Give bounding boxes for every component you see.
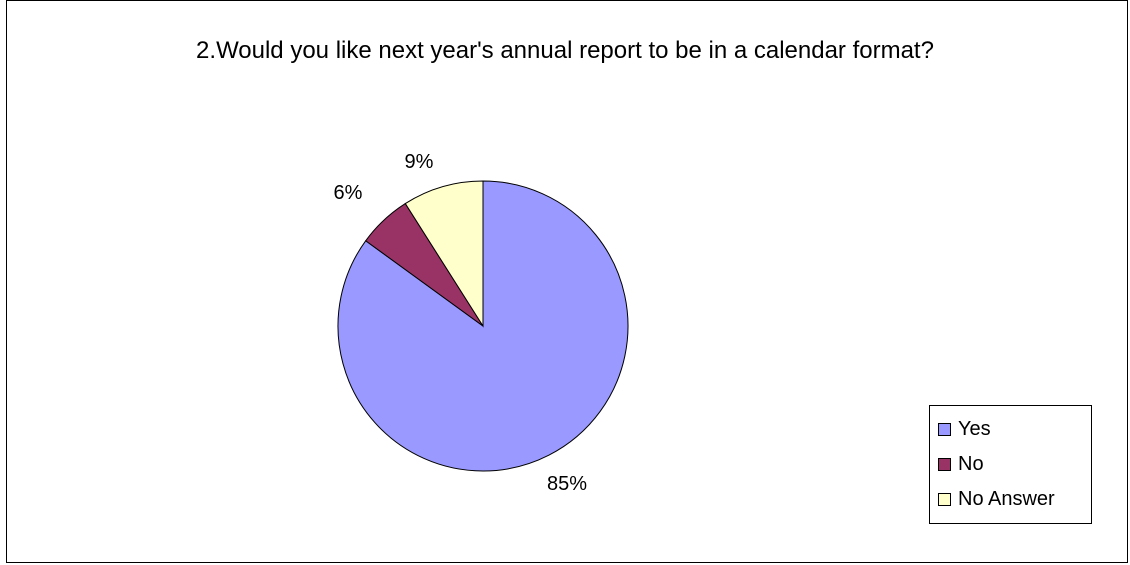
- data-label-yes: 85%: [547, 473, 587, 495]
- data-label-no-answer: 9%: [405, 151, 434, 173]
- pie-chart: 85% 6% 9%: [334, 151, 629, 495]
- legend-label-no: No: [958, 453, 984, 475]
- legend-swatch-yes: [938, 423, 951, 436]
- legend-item-yes: Yes: [930, 412, 1091, 447]
- legend-label-yes: Yes: [958, 418, 991, 440]
- legend-swatch-no: [938, 458, 951, 471]
- legend-label-no-answer: No Answer: [958, 488, 1055, 510]
- pie-labels: 85% 6% 9%: [334, 151, 588, 495]
- pie-slices: [337, 180, 629, 472]
- pie-slice-no-answer: [404, 180, 484, 328]
- chart-title: 2.Would you like next year's annual repo…: [196, 37, 934, 64]
- data-label-no: 6%: [334, 182, 363, 204]
- legend-item-no: No: [930, 447, 1091, 482]
- legend: Yes No No Answer: [929, 405, 1092, 524]
- chart-frame: 2.Would you like next year's annual repo…: [6, 0, 1128, 563]
- legend-item-no-answer: No Answer: [930, 482, 1091, 517]
- legend-swatch-no-answer: [938, 493, 951, 506]
